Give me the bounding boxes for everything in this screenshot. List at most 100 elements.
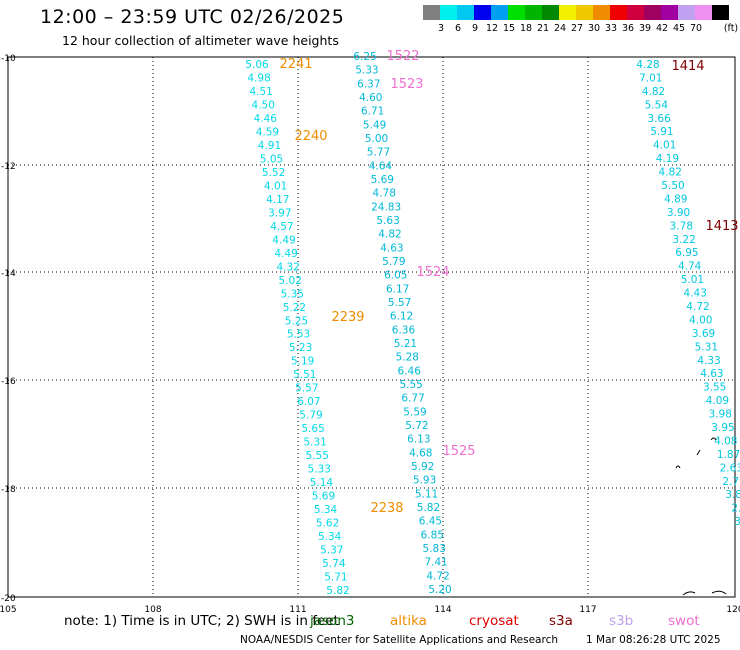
page-subtitle: 12 hour collection of altimeter wave hei… [62,33,339,48]
wave-height-value: 5.69 [371,174,394,186]
wave-height-value: 5.57 [295,383,318,395]
satellite-legend-item: s3b [609,613,634,629]
wave-height-value: 4.89 [664,193,687,205]
legend-swatch [644,5,661,20]
wave-height-value: 5.31 [695,341,718,353]
wave-height-value: 5.79 [299,410,322,422]
wave-height-value: 6.05 [384,270,407,282]
pass-time-label: 1524 [416,265,449,280]
note-text: note: 1) Time is in UTC; 2) SWH is in fe… [64,613,339,629]
footer-credit: NOAA/NESDIS Center for Satellite Applica… [240,634,558,646]
legend-swatch [508,5,525,20]
wave-height-value: 2.63 [720,462,740,474]
legend-label: 45 [672,23,686,34]
legend-swatch [525,5,542,20]
map-frame [7,56,736,598]
wave-height-value: 4.57 [270,221,293,233]
wave-height-value: 6.77 [401,393,424,405]
wave-height-value: 5.77 [367,147,390,159]
legend-label: 30 [587,23,601,34]
legend-swatch [542,5,559,20]
pass-time-label: 1414 [671,59,704,74]
wave-height-value: 5.79 [382,256,405,268]
wave-height-value: 3.22 [672,234,695,246]
lat-tick-label: -10 [1,54,16,64]
legend-label: 21 [536,23,550,34]
wave-height-value: 4.28 [636,59,659,71]
lon-tick-label: 117 [579,605,596,615]
wave-height-value: 4.74 [678,261,702,273]
wave-height-value: 5.28 [396,352,419,364]
pass-time-label: 1522 [386,49,419,64]
wave-height-value: 5.71 [324,572,347,584]
legend-swatch [559,5,576,20]
wave-height-value: 3.90 [667,207,690,219]
legend-swatch [593,5,610,20]
legend-label: 12 [485,23,499,34]
wave-height-value: 4.51 [249,86,272,98]
pass-time-label: 2241 [279,57,312,72]
wave-height-value: 5.72 [405,420,428,432]
wave-height-value: 1.87 [717,449,740,461]
wave-height-value: 3.55 [703,382,726,394]
legend-label: 27 [570,23,584,34]
legend-label: 6 [454,23,462,34]
pass-time-label: 2240 [294,129,327,144]
legend-swatch [576,5,593,20]
wave-height-value: 5.25 [285,315,308,327]
legend-label: 36 [621,23,635,34]
wave-height-value: 4.01 [653,140,676,152]
wave-height-value: 3.80 [725,489,740,501]
wave-height-value: 4.59 [256,126,279,138]
wave-height-value: 5.55 [306,450,329,462]
satellite-legend-item: altika [390,613,427,629]
lon-tick-label: 111 [289,605,306,615]
legend-swatch [627,5,644,20]
wave-height-value: 5.69 [312,491,335,503]
wave-height-value: 5.37 [320,545,343,557]
wave-height-value: 5.74 [322,558,346,570]
legend-label: 18 [519,23,533,34]
wave-height-value: 5.34 [314,504,338,516]
wave-height-value: 4.32 [276,261,299,273]
wave-height-value: 4.08 [714,435,737,447]
wave-height-value: 6.95 [675,247,698,259]
wave-height-value: 24.83 [371,201,401,213]
lat-tick-label: -14 [1,269,16,279]
legend-label: 9 [471,23,479,34]
wave-height-value: 3.66 [647,113,671,125]
wave-height-value: 6.13 [407,434,430,446]
wave-height-value: 5.05 [260,153,283,165]
lat-tick-label: -20 [1,594,16,604]
wave-height-value: 5.23 [289,342,312,354]
wave-height-value: 5.57 [388,297,411,309]
wave-height-value: 5.31 [303,437,326,449]
legend-label: 15 [502,23,516,34]
wave-height-value: 5.93 [413,475,436,487]
wave-height-value: 6.36 [392,324,416,336]
lat-tick-label: -16 [1,377,16,387]
pass-time-label: 1523 [390,77,423,92]
lon-tick-label: 120 [726,605,740,615]
wave-height-value: 4.78 [373,188,396,200]
wave-height-value: 5.00 [365,133,388,145]
legend-swatch [678,5,695,20]
wave-height-value: 6.85 [421,529,444,541]
wave-height-value: 5.83 [423,543,446,555]
page-title: 12:00 – 23:59 UTC 02/26/2025 [40,6,345,28]
wave-height-value: 4.49 [274,248,297,260]
legend-label: 24 [553,23,567,34]
wave-height-value: 3.95 [711,422,734,434]
wave-height-value: 5.91 [650,126,673,138]
footer-timestamp: 1 Mar 08:26:28 UTC 2025 [586,634,721,646]
wave-height-value: 5.50 [661,180,684,192]
pass-time-label: 1525 [442,444,475,459]
legend-swatch [457,5,474,20]
satellite-legend-item: s3a [549,613,573,629]
legend-unit: (ft) [723,23,739,34]
wave-height-value: 5.54 [645,99,669,111]
wave-height-value: 4.09 [706,395,729,407]
wave-height-value: 4.64 [369,160,393,172]
wave-height-value: 4.17 [266,194,289,206]
